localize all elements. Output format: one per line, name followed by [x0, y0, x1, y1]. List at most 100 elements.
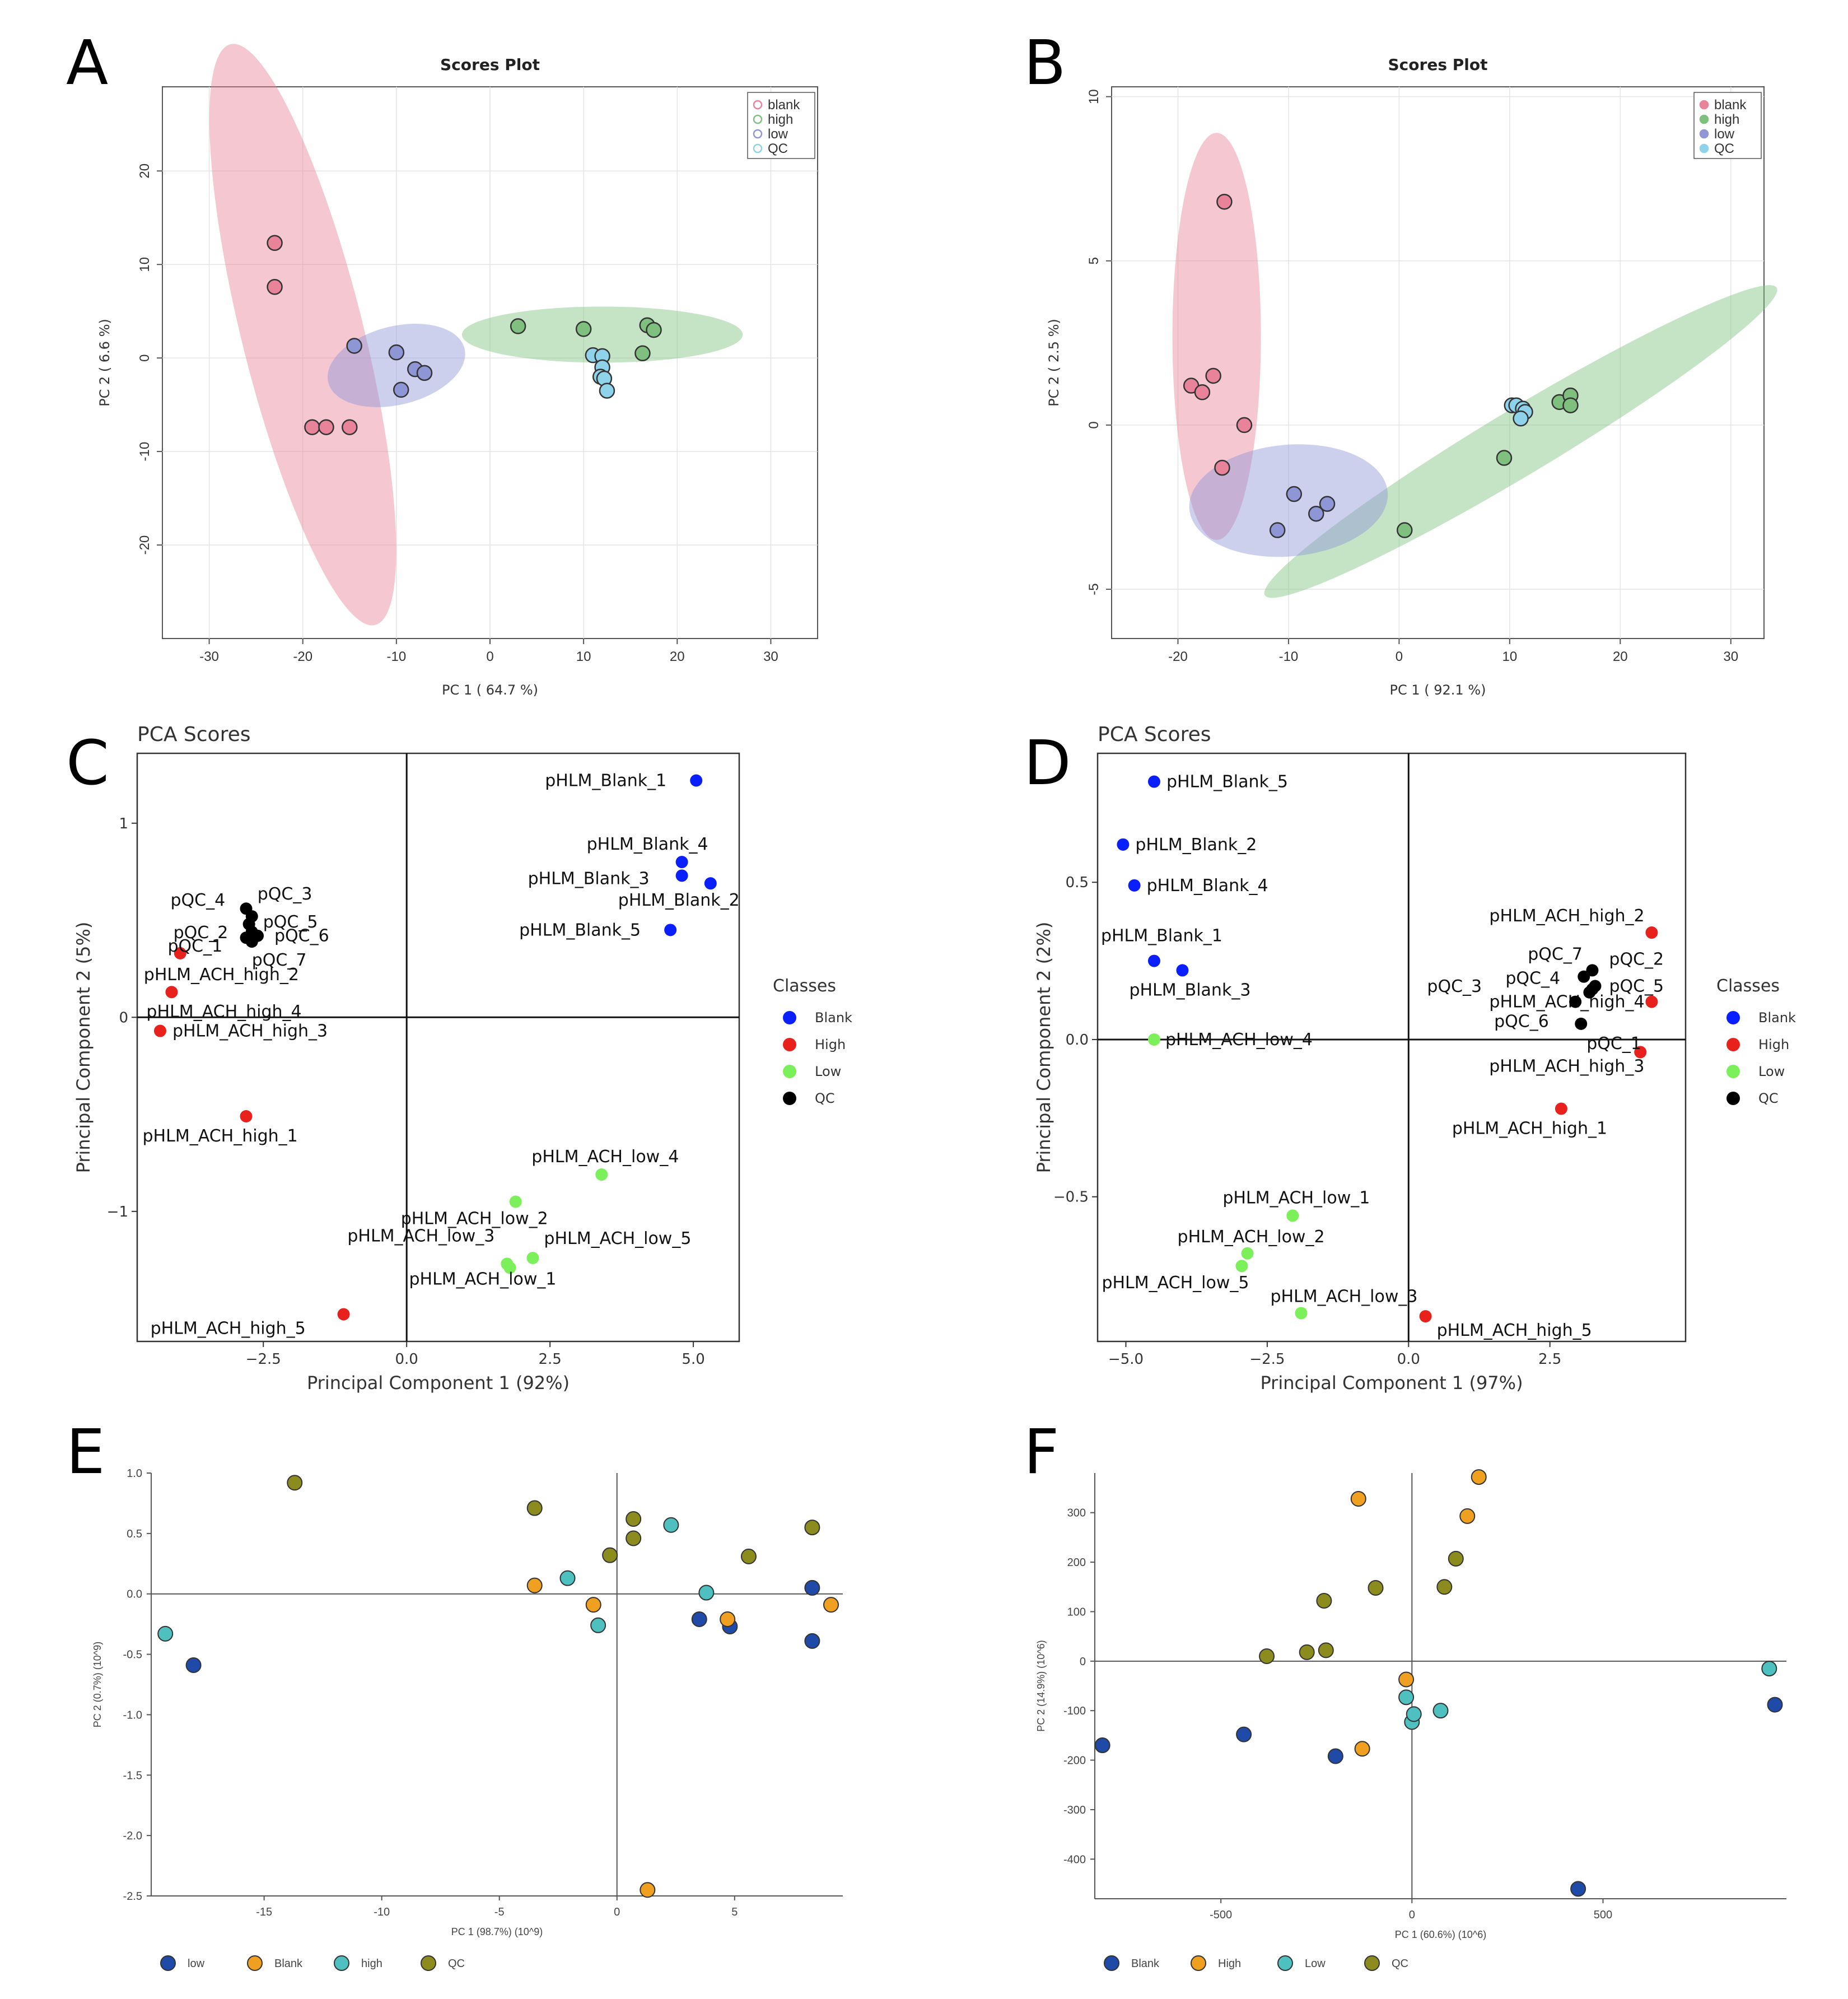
point-high: [174, 947, 186, 959]
y-tick-label-e: -2.5: [123, 1890, 142, 1903]
confidence-ellipse-blank: [1172, 133, 1261, 540]
point-low: [1241, 1247, 1254, 1260]
point-label: pHLM_ACH_low_4: [531, 1147, 679, 1167]
point-blank: [720, 1611, 736, 1628]
y-tick-label-f: -400: [1063, 1853, 1086, 1866]
x-tick-label-a: -10: [387, 649, 407, 664]
point-high: [1350, 1490, 1366, 1507]
y-axis-label-e: PC 2 (0.7%) (10^9): [92, 1642, 103, 1728]
x-tick-label-d: 0.0: [1397, 1351, 1420, 1368]
point-label: pQC_6: [274, 926, 329, 946]
plot-area-b: [1111, 86, 1765, 639]
point-qc: [626, 1530, 642, 1546]
point-label: pHLM_Blank_3: [1129, 980, 1250, 1000]
legend-label-high: high: [1714, 112, 1739, 127]
point-blank: [304, 419, 320, 435]
y-tick-label-e: -0.5: [123, 1649, 142, 1661]
point-high: [1496, 450, 1513, 466]
x-tick-label-a: 20: [670, 649, 685, 664]
point-blank: [1147, 954, 1160, 967]
legend-label-low: low: [1714, 127, 1735, 142]
point-qc: [1316, 1593, 1332, 1609]
point-qc: [1259, 1648, 1275, 1664]
legend-marker-low: [1726, 1065, 1740, 1078]
legend-label-high: High: [1758, 1037, 1789, 1052]
point-high: [337, 1308, 350, 1321]
legend-marker-qc: [1726, 1092, 1740, 1105]
legend-marker-qc: [421, 1955, 436, 1971]
point-low: [804, 1579, 820, 1596]
point-high: [559, 1570, 576, 1586]
point-label: pHLM_ACH_low_5: [544, 1229, 691, 1248]
point-label: pHLM_ACH_high_2: [1489, 906, 1644, 926]
point-label: pHLM_ACH_high_4: [1489, 992, 1644, 1012]
point-blank: [526, 1577, 543, 1593]
point-blank: [1128, 879, 1141, 892]
point-qc: [804, 1520, 820, 1536]
point-low: [509, 1195, 522, 1208]
legend-label-blank: Blank: [1758, 1010, 1796, 1026]
point-low: [1235, 1260, 1248, 1273]
point-high: [663, 1517, 679, 1533]
point-label: pHLM_Blank_5: [519, 920, 641, 940]
panel-letter-b: B: [1024, 27, 1066, 99]
point-label: pQC_5: [1609, 977, 1664, 996]
point-label: pHLM_ACH_high_3: [1489, 1056, 1644, 1076]
point-label: pQC_2: [1609, 949, 1664, 969]
point-blank: [823, 1597, 839, 1613]
point-label: pQC_2: [174, 923, 228, 943]
point-high: [1459, 1508, 1476, 1524]
x-tick-label-a: -30: [199, 649, 219, 664]
point-label: pQC_7: [252, 950, 307, 970]
point-high: [240, 1110, 253, 1123]
x-tick-label-f: 0: [1409, 1909, 1415, 1921]
legend-marker-blank: [753, 100, 763, 110]
legend-marker-qc: [1699, 143, 1709, 153]
point-low: [1432, 1703, 1449, 1719]
y-tick-label-a: -10: [137, 442, 152, 462]
point-label: pHLM_ACH_low_2: [1178, 1227, 1325, 1247]
y-tick-label-f: 100: [1067, 1606, 1086, 1618]
x-tick-label-c: 2.5: [538, 1351, 561, 1368]
point-label: pHLM_Blank_4: [587, 835, 708, 854]
y-tick-label-c: 1: [119, 816, 128, 832]
legend-marker-high: [1726, 1038, 1740, 1051]
point-qc: [599, 383, 615, 399]
x-tick-label-e: -15: [256, 1906, 272, 1918]
panel-letter-a: A: [66, 27, 108, 99]
y-tick-label-f: 0: [1080, 1656, 1086, 1668]
y-tick-label-c: 0: [119, 1009, 128, 1026]
point-qc: [1569, 995, 1582, 1008]
point-label: pHLM_ACH_high_3: [172, 1022, 328, 1041]
point-label: pHLM_ACH_high_1: [143, 1126, 298, 1146]
point-label: pHLM_Blank_2: [618, 891, 740, 910]
y-tick-label-c: −1: [107, 1204, 128, 1220]
point-qc: [245, 935, 258, 948]
point-low: [1147, 1033, 1160, 1046]
point-label: pHLM_ACH_low_5: [1102, 1273, 1249, 1293]
point-blank: [640, 1882, 656, 1898]
legend-label-low: low: [188, 1958, 205, 1970]
point-low: [416, 365, 433, 381]
point-label: pHLM_Blank_1: [545, 771, 666, 791]
point-qc: [1299, 1644, 1315, 1660]
point-low: [1398, 1689, 1415, 1706]
legend-marker-blank: [247, 1955, 263, 1971]
point-qc: [1436, 1579, 1453, 1595]
point-low: [1269, 522, 1286, 538]
point-blank: [1214, 459, 1230, 476]
point-label: pHLM_ACH_low_2: [401, 1209, 548, 1228]
point-label: pQC_1: [168, 936, 223, 956]
y-tick-label-e: -2.0: [123, 1830, 142, 1842]
x-tick-label-e: -5: [494, 1906, 505, 1918]
y-tick-label-f: 200: [1067, 1557, 1086, 1569]
y-tick-label-a: -20: [137, 535, 152, 555]
point-label: pHLM_Blank_5: [1166, 772, 1288, 792]
chart-b: -20 -10 0 10 20 30 -5 0 5 10 Scores Plot PC 1 ( 92.…: [1046, 55, 1777, 698]
point-high: [1471, 1469, 1487, 1485]
legend-marker-blank: [1699, 100, 1709, 110]
legend-marker-blank: [783, 1011, 796, 1024]
chart-c: −2.5 0.0 2.5 5.0 −1 0 1 PCA Scores Principal Com…: [73, 723, 852, 1394]
plot-area-c: [136, 752, 740, 1343]
